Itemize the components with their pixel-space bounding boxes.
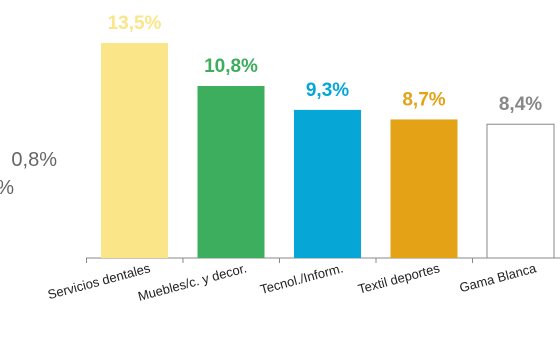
value-label-5: 8,4% [499,94,542,115]
category-label-5: Gama Blanca [458,260,539,295]
side-value-label-1: 0,8% [11,149,57,171]
value-label-3: 9,3% [306,80,349,101]
value-label-1: 13,5% [108,13,162,34]
bar-1 [101,43,168,258]
bar-2 [197,86,265,258]
side-value-label-2: % [0,177,14,199]
category-label-4: Textil deportes [356,260,441,296]
bar-3 [294,109,361,258]
category-label-1: Servicios dentales [46,260,152,302]
value-label-2: 10,8% [204,56,258,77]
bars-layer: 13,5% Servicios dentales 10,8% Muebles/c. y… [46,13,555,304]
bar-5 [486,123,555,259]
category-label-3: Tecnol./Inform. [259,260,345,297]
category-label-2: Muebles/c. y decor. [136,260,248,303]
bar-4 [390,119,458,258]
value-label-4: 8,7% [402,89,445,110]
